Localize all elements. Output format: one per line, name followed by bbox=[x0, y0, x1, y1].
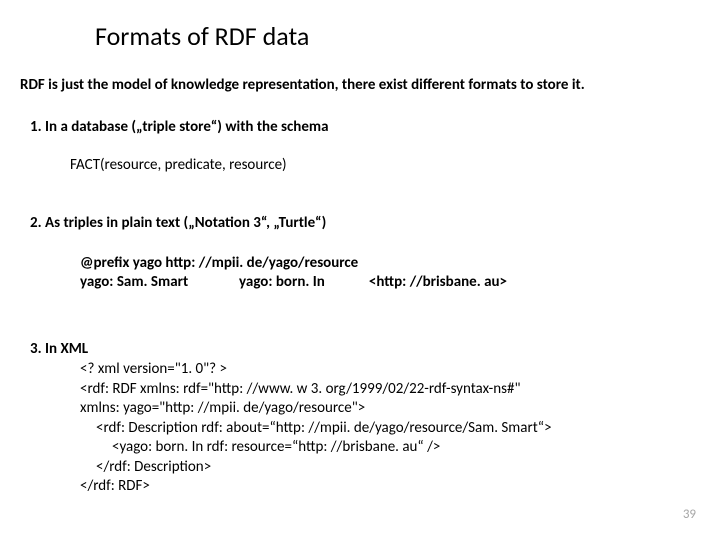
page-number: 39 bbox=[683, 507, 696, 522]
slide-title: Formats of RDF data bbox=[95, 20, 309, 52]
section2-body: @prefix yago http: //mpii. de/yago/resou… bbox=[80, 254, 507, 292]
section1-body: FACT(resource, predicate, resource) bbox=[70, 156, 287, 174]
xml-line: </rdf: Description> bbox=[96, 458, 552, 478]
section2-line2: yago: Sam. Smart yago: born. In <http: /… bbox=[80, 273, 507, 292]
section2-heading: 2. As triples in plain text („Notation 3… bbox=[30, 214, 326, 232]
xml-line: </rdf: RDF> bbox=[80, 477, 552, 497]
section3-body: <? xml version="1. 0"? > <rdf: RDF xmlns… bbox=[80, 360, 552, 497]
section3-heading: 3. In XML bbox=[30, 340, 88, 358]
intro-text: RDF is just the model of knowledge repre… bbox=[20, 76, 700, 94]
xml-line: <rdf: Description rdf: about=“http: //mp… bbox=[96, 419, 552, 439]
xml-line: <yago: born. In rdf: resource=“http: //b… bbox=[112, 438, 552, 458]
xml-line: <? xml version="1. 0"? > bbox=[80, 360, 552, 380]
slide: Formats of RDF data RDF is just the mode… bbox=[0, 0, 720, 540]
section1-heading: 1. In a database („triple store“) with t… bbox=[30, 118, 329, 136]
section2-line1: @prefix yago http: //mpii. de/yago/resou… bbox=[80, 254, 507, 273]
xml-line: <rdf: RDF xmlns: rdf="http: //www. w 3. … bbox=[80, 380, 552, 400]
xml-line: xmlns: yago="http: //mpii. de/yago/resou… bbox=[80, 399, 552, 419]
